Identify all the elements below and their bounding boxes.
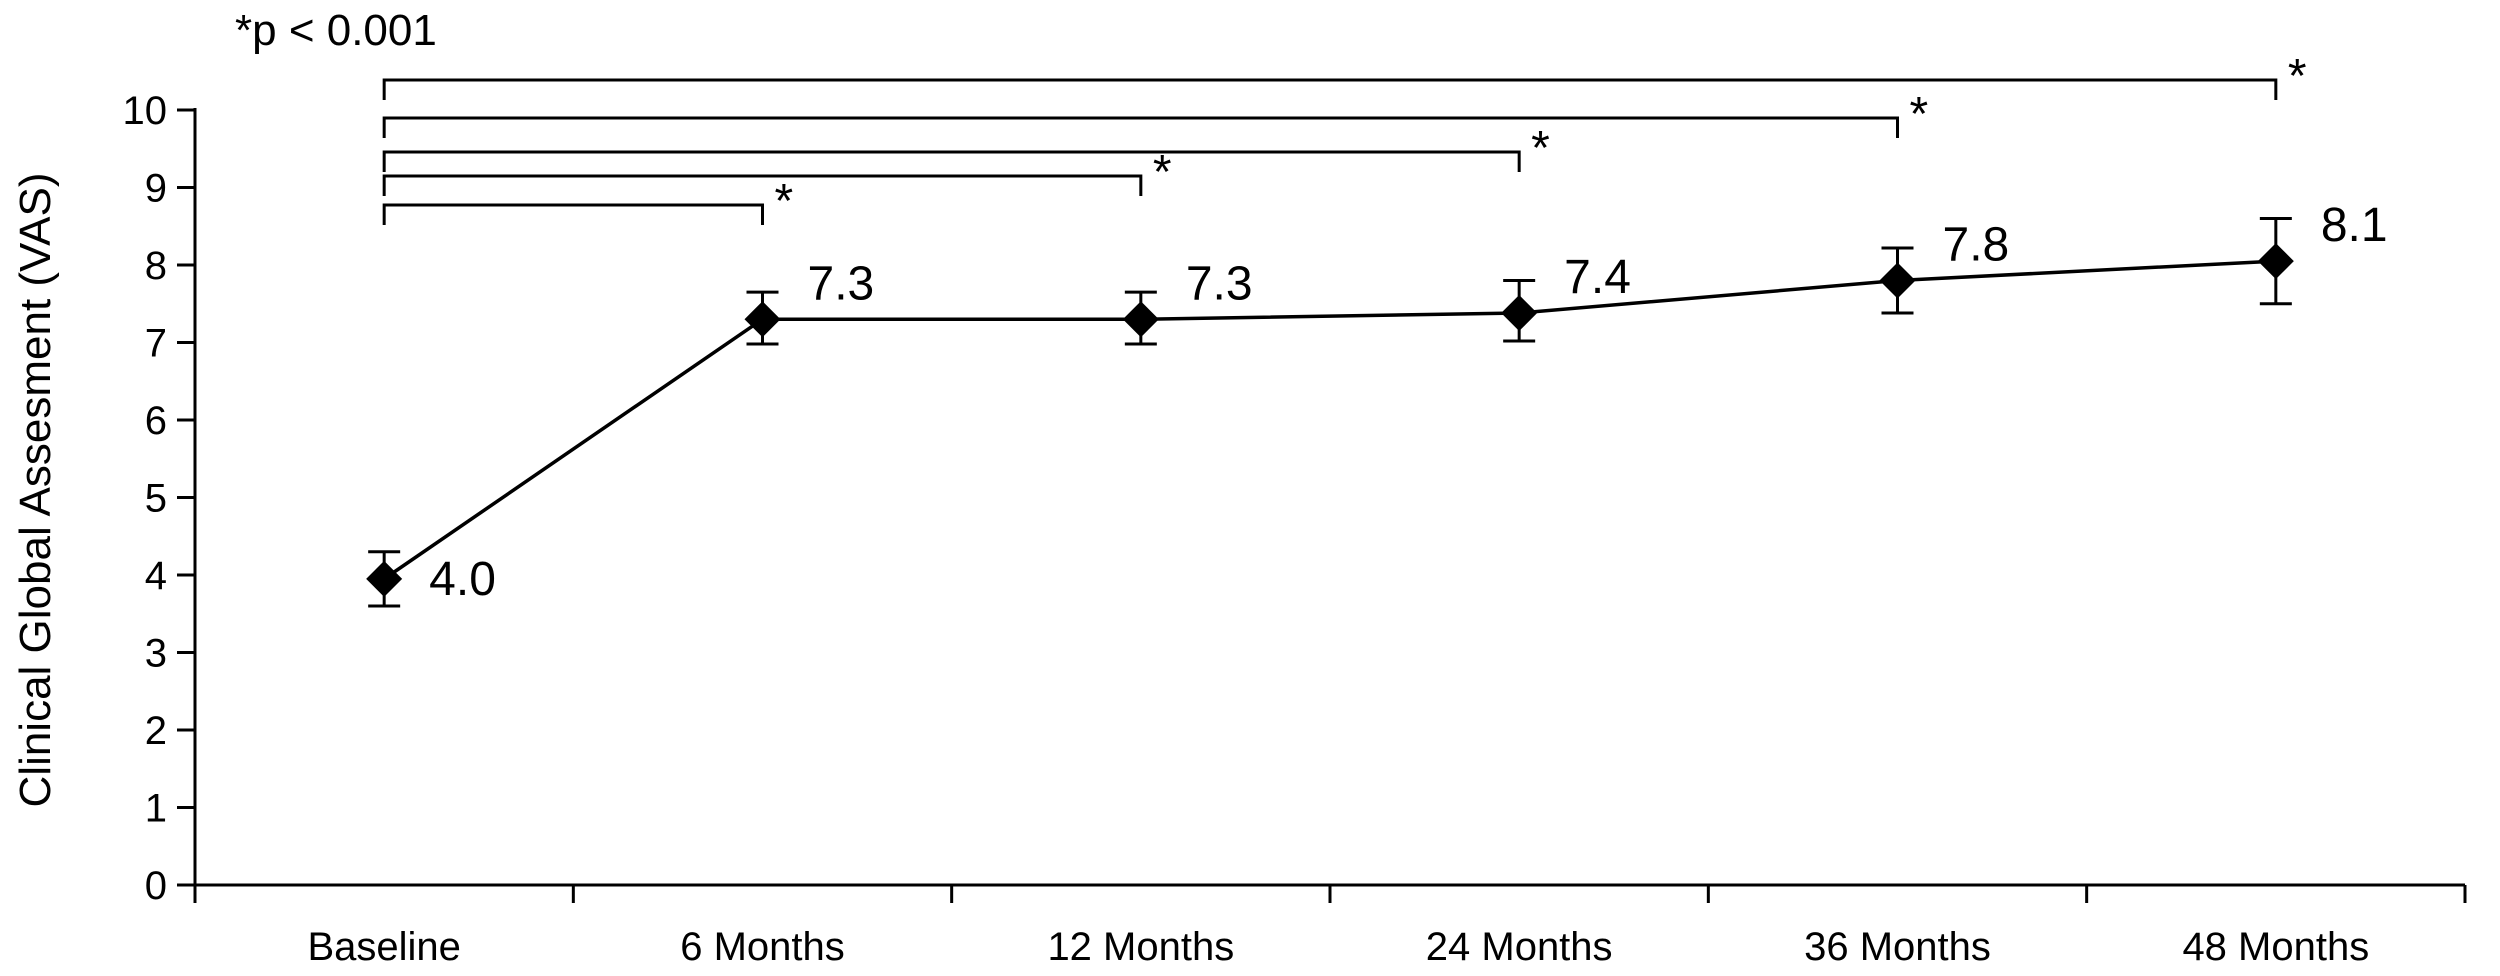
- series-line: [383, 259, 2276, 581]
- y-axis-label: Clinical Global Assesment (VAS): [11, 173, 60, 808]
- y-tick-label: 7: [145, 322, 167, 366]
- x-tick-label: 36 Months: [1804, 925, 1991, 969]
- data-point-marker: [1501, 295, 1538, 332]
- x-tick-label: 12 Months: [1047, 925, 1234, 969]
- data-label: 8.1: [2321, 199, 2388, 252]
- significance-bracket: [382, 150, 1521, 172]
- data-label: 7.3: [1186, 257, 1253, 310]
- data-label: 7.3: [808, 257, 875, 310]
- y-tick-label: 6: [145, 399, 167, 443]
- data-point-marker: [1879, 262, 1916, 299]
- x-tick-label: Baseline: [307, 925, 460, 969]
- y-tick-label: 3: [145, 632, 167, 676]
- y-tick-label: 1: [145, 787, 167, 831]
- y-tick-label: 9: [145, 167, 167, 211]
- data-point-marker: [2257, 243, 2294, 280]
- significance-star: *: [2288, 50, 2307, 103]
- y-tick-label: 5: [145, 477, 167, 521]
- significance-bracket: [382, 203, 764, 225]
- significance-bracket: [382, 116, 1899, 138]
- data-point-marker: [366, 560, 403, 597]
- y-tick-label: 4: [145, 554, 167, 598]
- significance-note: *p < 0.001: [235, 6, 437, 55]
- data-point-marker: [1122, 301, 1159, 338]
- x-tick-label: 24 Months: [1426, 925, 1613, 969]
- y-tick-label: 2: [145, 709, 167, 753]
- y-tick-label: 10: [123, 89, 168, 133]
- data-point-marker: [744, 301, 781, 338]
- x-tick-label: 6 Months: [680, 925, 845, 969]
- significance-star: *: [1531, 122, 1550, 175]
- significance-bracket: [382, 174, 1143, 196]
- y-tick-label: 8: [145, 244, 167, 288]
- data-label: 7.4: [1564, 251, 1631, 304]
- axes: 0 1 2 3 4 5 6 7 8 9 10 Baseline 6 Months 12 Months 24 …: [123, 89, 2467, 969]
- series-line-group: 4.0 7.3 7.3 7.4 7.8 8.1: [366, 199, 2388, 608]
- significance-star: *: [775, 175, 794, 228]
- y-tick-label: 0: [145, 864, 167, 908]
- significance-bracket: [382, 78, 2278, 100]
- significance-star: *: [1153, 146, 1172, 199]
- significance-brackets: * * * * *: [382, 50, 2307, 228]
- x-tick-label: 48 Months: [2182, 925, 2369, 969]
- data-label: 7.8: [1943, 219, 2010, 272]
- data-label: 4.0: [429, 553, 496, 606]
- significance-star: *: [1910, 88, 1929, 141]
